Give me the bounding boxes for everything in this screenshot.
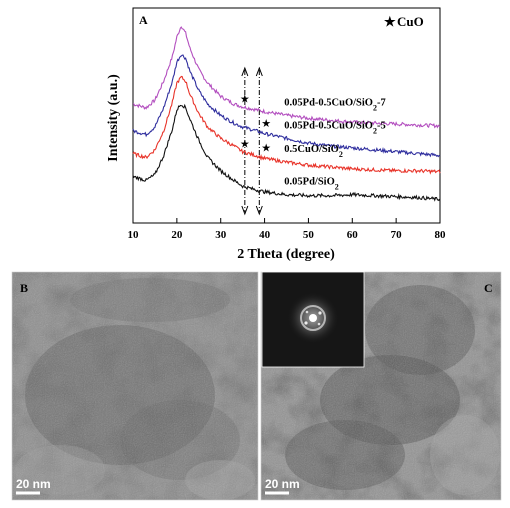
x-tick-label: 30	[215, 229, 227, 241]
fft-inset	[261, 271, 365, 368]
x-axis-title: 2 Theta (degree)	[237, 247, 335, 262]
tem-image-panel-c: C 20 nm	[260, 271, 502, 501]
series-line	[132, 103, 441, 202]
y-axis-title: Intensity (a.u.)	[106, 74, 121, 162]
series-labels: 0.05Pd-0.5CuO/SiO2-7 0.05Pd-0.5CuO/SiO2-5…	[284, 97, 385, 191]
series-label: 0.05Pd/SiO2	[284, 177, 338, 192]
cuo-star-icon: ★	[384, 14, 396, 29]
reference-lines	[241, 66, 263, 216]
arrow-down-icon	[241, 205, 249, 216]
x-tick-label: 60	[347, 229, 359, 241]
series-line	[132, 26, 441, 129]
x-tick-label: 40	[259, 229, 271, 241]
panel-label-b: B	[20, 281, 28, 295]
tem-image-panel-b: B 20 nm	[11, 271, 259, 501]
series-line	[132, 75, 441, 175]
x-tick-label: 50	[303, 229, 315, 241]
series-group: ★ ★ ★ ★	[132, 26, 441, 202]
x-tick-label: 20	[171, 229, 183, 241]
scale-bar-label-c: 20 nm	[265, 477, 300, 491]
scale-bar-label-b: 20 nm	[16, 477, 51, 491]
series-label: 0.5CuO/SiO2	[284, 144, 343, 159]
plot-frame	[132, 7, 441, 224]
xrd-chart-panel: A ★ CuO ★★★ ★ 0.05Pd-0.5CuO/SiO2-70.05Pd-…	[106, 7, 447, 262]
cuo-peak-star-icon: ★	[240, 137, 250, 150]
x-tick-label: 80	[435, 229, 447, 241]
arrow-down-icon	[255, 205, 263, 216]
panel-label-a: A	[139, 13, 148, 27]
series-label: 0.05Pd-0.5CuO/SiO2-5	[284, 120, 385, 135]
arrow-up-icon	[241, 66, 249, 77]
x-tick-label: 10	[128, 229, 140, 241]
cuo-peak-star-icon: ★	[240, 92, 250, 105]
panel-label-c: C	[484, 281, 493, 295]
cuo-peak-star-icon: ★	[261, 117, 271, 130]
cuo-peak-star-icon: ★	[261, 142, 271, 155]
x-tick-label: 70	[391, 229, 403, 241]
x-axis-ticks: 10 20 30 40 50 60 70 80	[128, 218, 447, 241]
legend-label: CuO	[397, 14, 424, 29]
legend: ★ CuO	[384, 14, 424, 29]
arrow-up-icon	[255, 66, 263, 77]
series-line	[132, 54, 441, 158]
series-label: 0.05Pd-0.5CuO/SiO2-7	[284, 97, 385, 112]
